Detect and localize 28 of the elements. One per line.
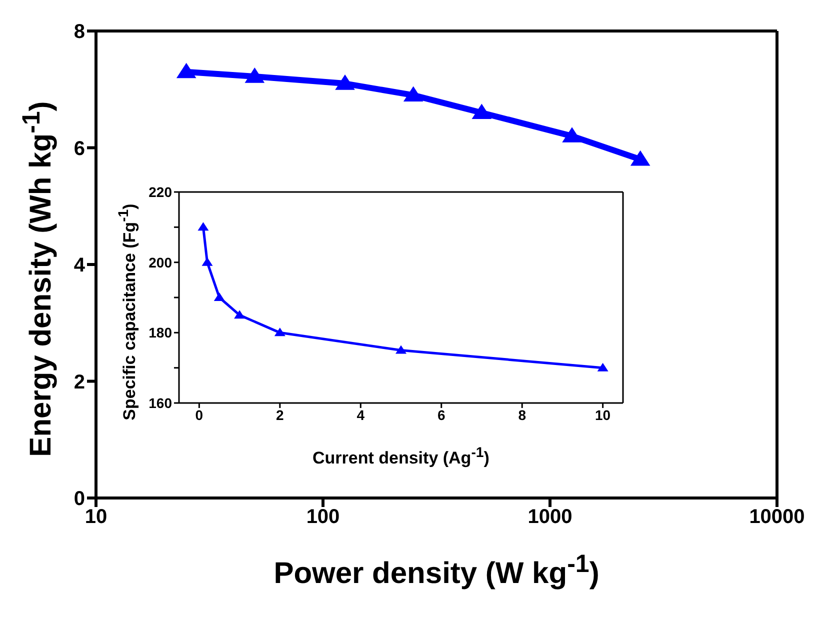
y-tick-label: 160	[148, 394, 172, 411]
y-tick-label: 6	[74, 138, 85, 160]
x-tick-label: 8	[518, 406, 526, 423]
point	[214, 292, 225, 301]
y-tick-label: 180	[148, 324, 172, 341]
y-tick-label: 8	[74, 21, 85, 44]
point	[274, 328, 286, 336]
x-tick-label: 2	[276, 406, 284, 423]
x-tick-label: 10	[595, 406, 611, 423]
x-tick-label: 6	[437, 406, 446, 423]
y-tick-label: 4	[74, 254, 86, 277]
point	[198, 222, 209, 231]
y-tick-label: 220	[148, 184, 172, 200]
y-tick-label: 200	[148, 254, 172, 270]
y-tick-label: 2	[74, 371, 85, 394]
x-axis-title: Power density (W kg$^{-1}$)	[272, 550, 600, 591]
point	[234, 310, 246, 319]
point	[597, 362, 608, 372]
x-tick-label: 4	[356, 406, 365, 423]
x-tick-label: 1000	[528, 506, 572, 528]
x-axis-title: Current density (Ag$^{-1}$)	[312, 444, 490, 468]
x-tick-label: 0	[195, 406, 204, 423]
y-tick-label: 0	[74, 488, 85, 510]
point	[202, 257, 213, 266]
x-tick-label: 100	[306, 506, 340, 528]
point	[396, 345, 406, 354]
x-tick-label: 10	[84, 506, 108, 528]
x-tick-label: 10000	[749, 506, 805, 528]
